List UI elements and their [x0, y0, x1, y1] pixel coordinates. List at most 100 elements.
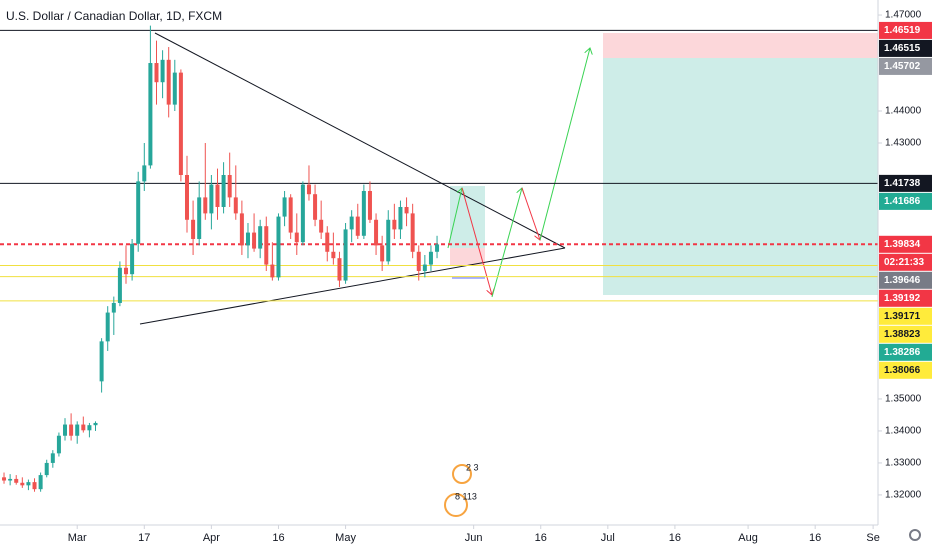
candle-body: [270, 264, 275, 278]
candle-body: [374, 219, 379, 246]
candle-body: [56, 435, 61, 454]
candle-body: [221, 175, 226, 207]
small-stop-zone: [450, 248, 485, 265]
candle-body: [331, 251, 336, 259]
price-label-bg: [879, 235, 932, 253]
price-label: 1.39171: [884, 311, 921, 322]
event-icon[interactable]: [452, 464, 472, 484]
arrow-up: [491, 188, 522, 298]
candle-body: [142, 165, 147, 182]
candle-body: [197, 197, 202, 239]
price-label: 1.41686: [884, 196, 921, 207]
price-label-bg: [879, 271, 932, 289]
y-tick-label: 1.43000: [885, 138, 922, 149]
candle-body: [386, 219, 391, 262]
x-tick-label: 16: [809, 532, 821, 544]
y-tick-label: 1.44000: [885, 106, 922, 117]
y-tick-label: 1.33000: [885, 458, 922, 469]
candle-body: [294, 232, 299, 243]
price-label-bg: [879, 253, 932, 271]
candle-body: [38, 475, 43, 490]
candle-body: [343, 229, 348, 281]
triangle-lower: [139, 247, 566, 325]
candle-body: [337, 258, 342, 281]
arrow-up: [539, 48, 590, 241]
candle-body: [2, 477, 7, 481]
event-icon[interactable]: [444, 493, 468, 517]
candle-body: [416, 251, 421, 271]
candle-body: [392, 219, 397, 230]
candle-body: [367, 190, 372, 220]
price-label-bg: [879, 361, 932, 379]
candle-body: [44, 462, 49, 476]
price-label-bg: [879, 57, 932, 75]
candle-body: [81, 424, 86, 431]
candle-body: [361, 190, 366, 236]
candle-body: [428, 251, 433, 265]
x-tick-label: Mar: [68, 532, 87, 544]
candle-body: [75, 424, 80, 436]
candle-body: [20, 482, 25, 486]
price-label-bg: [879, 289, 932, 307]
price-label-bg: [879, 174, 932, 192]
drawings: [0, 29, 878, 325]
candle-body: [276, 216, 281, 278]
price-label-bg: [879, 343, 932, 361]
chart-title: U.S. Dollar / Canadian Dollar, 1D, FXCM: [6, 9, 222, 23]
candle-body: [105, 312, 110, 342]
candle-body: [398, 206, 403, 230]
price-label: 1.38066: [884, 365, 921, 376]
candle-body: [404, 206, 409, 214]
candle-body: [63, 424, 68, 436]
candle-body: [300, 184, 305, 243]
arrow-down: [521, 187, 540, 240]
candle-body: [160, 59, 165, 83]
stop-zone: [603, 33, 878, 58]
x-tick-label: Aug: [738, 532, 758, 544]
price-label-bg: [879, 39, 932, 57]
price-label: 1.46519: [884, 25, 921, 36]
candle-body: [99, 341, 104, 382]
candle-body: [203, 197, 208, 214]
arrow-up: [447, 188, 462, 249]
candle-body: [130, 243, 135, 275]
candle-body: [410, 213, 415, 252]
x-tick-label: May: [335, 532, 356, 544]
x-tick-label: 17: [138, 532, 150, 544]
candle-body: [172, 72, 177, 105]
candle-body: [87, 425, 92, 431]
candle-body: [178, 72, 183, 175]
candle-body: [8, 478, 13, 481]
price-label: 1.46515: [884, 43, 921, 54]
price-label: 1.39192: [884, 293, 921, 304]
price-label: 1.38286: [884, 347, 921, 358]
target-zone: [603, 58, 878, 295]
candle-body: [252, 232, 257, 249]
candle-body: [435, 244, 440, 252]
candle-body: [239, 213, 244, 246]
candle-body: [93, 422, 98, 426]
x-tick-label: Jul: [601, 532, 615, 544]
candle-body: [227, 175, 232, 198]
candle-body: [111, 302, 116, 313]
candle-body: [124, 267, 129, 275]
candle-body: [380, 245, 385, 262]
event-count: 8 113: [455, 491, 477, 501]
price-label-bg: [879, 325, 932, 343]
y-tick-label: 1.47000: [885, 10, 922, 21]
price-label-bg: [879, 307, 932, 325]
price-label: 1.39646: [884, 275, 921, 286]
candle-body: [117, 267, 122, 303]
candle-body: [154, 63, 159, 83]
candle-body: [233, 197, 238, 214]
candle-body: [282, 197, 287, 217]
candle-body: [215, 184, 220, 207]
candle-body: [349, 216, 354, 230]
candle-body: [422, 264, 427, 271]
settings-icon[interactable]: [909, 529, 921, 541]
price-label: 1.38823: [884, 329, 921, 340]
candle-body: [209, 184, 214, 214]
price-label: 02:21:33: [884, 257, 924, 268]
candle-body: [258, 226, 263, 249]
